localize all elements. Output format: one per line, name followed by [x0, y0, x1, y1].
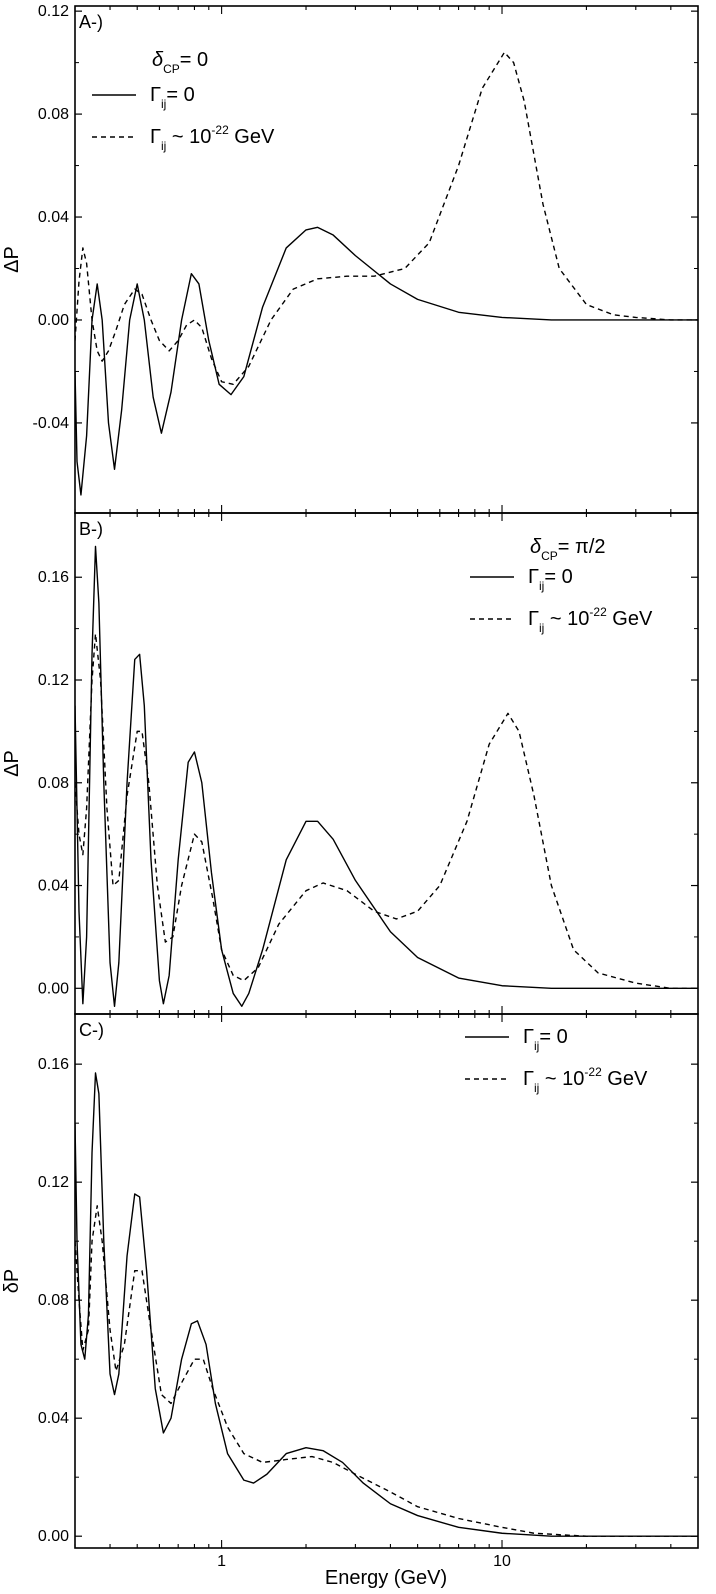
series-line-solid: [75, 226, 698, 496]
legend-title: δCP= 0: [152, 49, 208, 76]
y-tick-label: 0.00: [38, 312, 69, 329]
legend: δCP= π/2 Γij= 0 Γij ~ 10-22 GeV: [470, 536, 653, 635]
legend-entry-label: Γij ~ 10-22 GeV: [150, 123, 275, 153]
y-axis-label: ΔP: [1, 246, 23, 273]
y-tick-label: -0.04: [33, 415, 70, 432]
legend: Γij= 0 Γij ~ 10-22 GeV: [465, 1026, 648, 1095]
series-line-solid: [75, 545, 698, 1007]
panel-label: B-): [79, 519, 103, 539]
y-tick-label: 0.16: [38, 1056, 69, 1073]
panel-label: A-): [79, 12, 103, 32]
y-tick-label: 0.04: [38, 209, 69, 226]
y-axis-label: δP: [1, 1269, 23, 1293]
y-tick-label: 0.12: [38, 1174, 69, 1191]
panel-label: C-): [79, 1020, 104, 1040]
series-line-solid: [75, 1072, 698, 1537]
series-group: [75, 545, 698, 1007]
y-tick-label: 0.00: [38, 980, 69, 997]
y-tick-label: 0.16: [38, 569, 69, 586]
panel-2: 0.00 0.04 0.08 0.12 0.16 ΔP B-) δCP= π/2 Γij= 0 Γ…: [1, 512, 699, 1015]
y-tick-label: 0.08: [38, 775, 69, 792]
plot-frame: [74, 5, 699, 514]
y-tick-label: 0.04: [38, 878, 69, 895]
y-tick-label: 0.12: [38, 672, 69, 689]
y-axis-label: ΔP: [1, 750, 23, 777]
legend-entry-label: Γij= 0: [528, 566, 573, 593]
y-tick-label: 0.12: [38, 3, 69, 20]
y-tick-label: 0.00: [38, 1528, 69, 1545]
series-group: [75, 51, 698, 496]
legend-entry-label: Γij ~ 10-22 GeV: [523, 1065, 648, 1095]
series-group: [75, 1072, 698, 1537]
y-tick-label: 0.08: [38, 1292, 69, 1309]
series-line-dashed: [75, 633, 698, 990]
panel-3: 0.00 0.04 0.08 0.12 0.16 1 10 δP C-) Γij= 0 Γij ~ …: [1, 1013, 699, 1570]
series-line-dashed: [75, 1205, 698, 1537]
y-tick-label: 0.04: [38, 1410, 69, 1427]
panel-1: -0.04 0.00 0.04 0.08 0.12 ΔP A-) δCP= 0 Γij= 0 Γi…: [1, 3, 699, 514]
x-tick-label: 10: [493, 1553, 511, 1570]
legend-entry-label: Γij= 0: [150, 84, 195, 111]
legend-entry-label: Γij= 0: [523, 1026, 568, 1053]
legend-title: δCP= π/2: [530, 536, 606, 563]
x-axis-label: Energy (GeV): [325, 1567, 447, 1589]
legend: δCP= 0 Γij= 0 Γij ~ 10-22 GeV: [92, 49, 275, 153]
y-tick-label: 0.08: [38, 106, 69, 123]
legend-entry-label: Γij ~ 10-22 GeV: [528, 605, 653, 635]
x-tick-label: 1: [217, 1553, 226, 1570]
plot-frame: [74, 1013, 699, 1549]
plot-frame: [74, 512, 699, 1015]
series-line-dashed: [75, 51, 698, 386]
